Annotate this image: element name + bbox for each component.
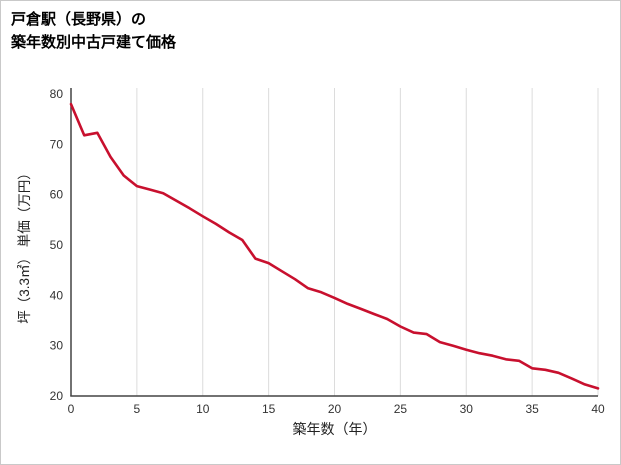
- svg-text:10: 10: [196, 402, 210, 416]
- svg-text:20: 20: [50, 389, 64, 403]
- x-axis-label: 築年数（年）: [292, 421, 377, 437]
- svg-text:80: 80: [50, 87, 64, 101]
- svg-text:15: 15: [262, 402, 276, 416]
- svg-text:50: 50: [50, 238, 64, 252]
- chart-title: 戸倉駅（長野県）の 築年数別中古戸建て価格: [11, 9, 176, 54]
- svg-text:30: 30: [50, 339, 64, 353]
- svg-text:35: 35: [525, 402, 539, 416]
- svg-text:5: 5: [134, 402, 141, 416]
- y-axis-label: 坪（3.3㎡） 単価（万円）: [17, 166, 32, 324]
- chart-title-line1: 戸倉駅（長野県）の: [11, 11, 147, 28]
- svg-text:40: 40: [591, 402, 605, 416]
- svg-text:40: 40: [50, 288, 64, 302]
- svg-text:60: 60: [50, 188, 64, 202]
- svg-text:30: 30: [460, 402, 474, 416]
- svg-text:25: 25: [394, 402, 408, 416]
- svg-text:0: 0: [68, 402, 75, 416]
- chart-title-line2: 築年数別中古戸建て価格: [11, 33, 177, 51]
- svg-text:20: 20: [328, 402, 342, 416]
- svg-text:70: 70: [50, 137, 64, 151]
